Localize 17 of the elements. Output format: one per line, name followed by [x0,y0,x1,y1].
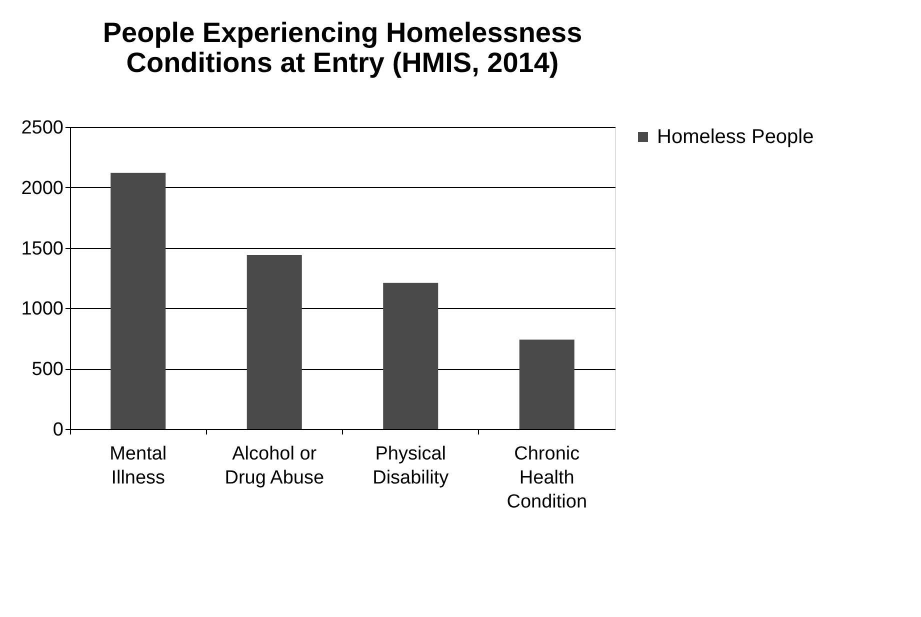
y-tick-label: 0 [52,420,64,440]
y-tick-label: 2000 [21,178,64,199]
x-tick-label: Physical Disability [372,444,450,488]
legend-label: Homeless People [657,126,814,148]
y-tick-label: 1500 [21,238,64,260]
bar [519,340,574,429]
x-tick-label: Chronic Health Condition [506,444,588,512]
x-tick-label: Alcohol or Drug Abuse [224,444,324,488]
bar [110,172,166,429]
x-tick-label: Mental Illness [110,444,167,488]
bar [246,255,302,429]
y-tick-label: 1000 [21,298,64,320]
y-tick-label: 2500 [21,118,64,138]
y-tick-label: 500 [32,359,64,380]
text: Conditions at Entry (HMIS, 2014) [126,47,559,78]
bar [383,282,438,429]
text: People Experiencing Homelessness [102,17,582,48]
